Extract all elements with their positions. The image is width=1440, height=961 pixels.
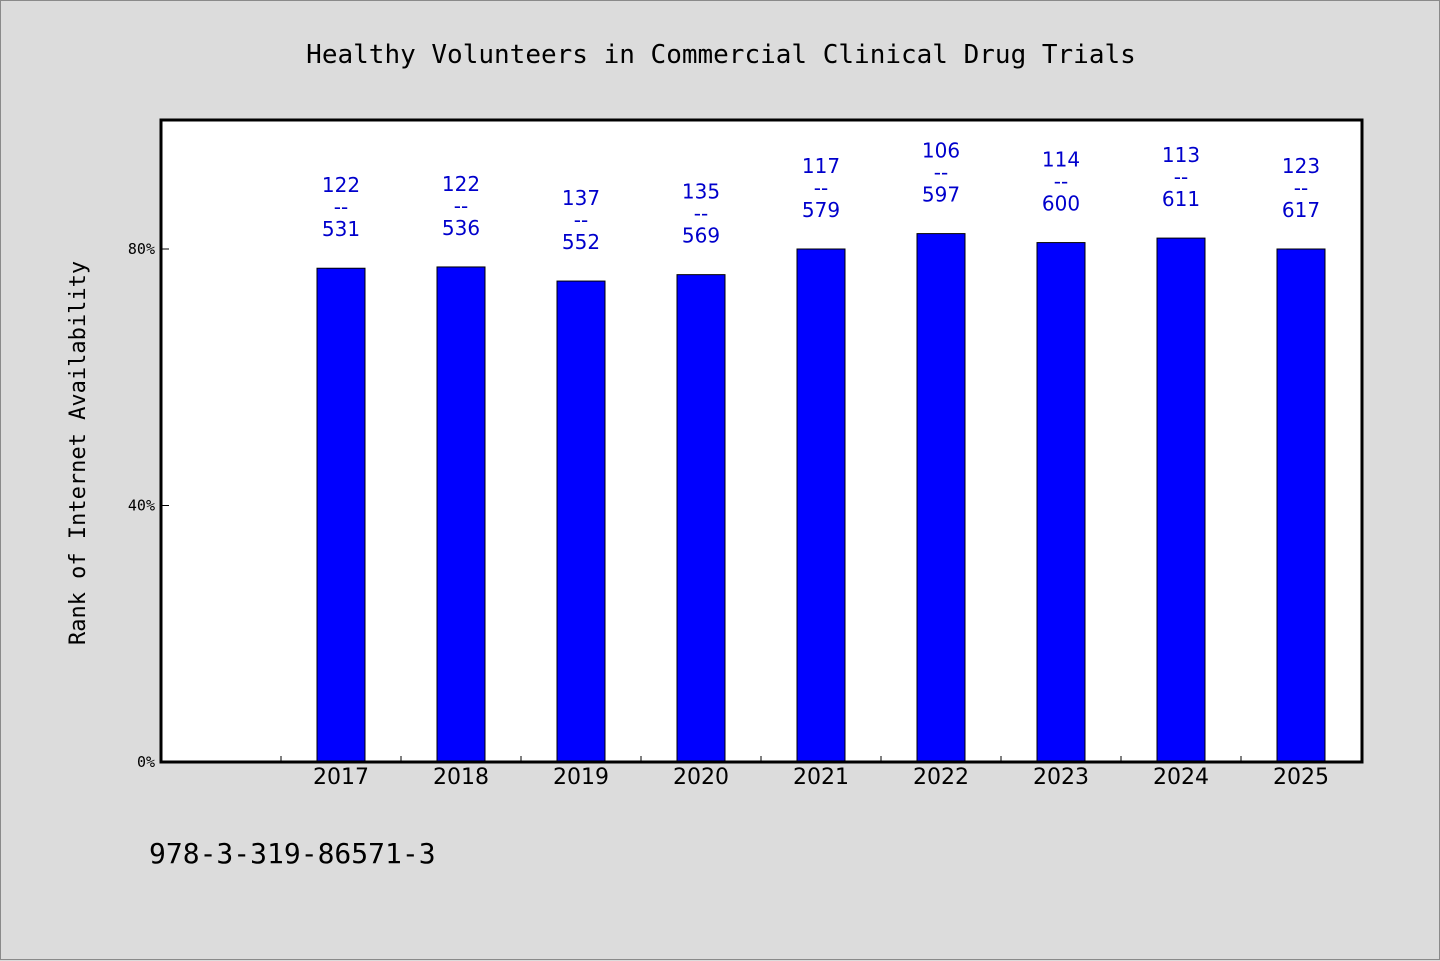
data-label-2017-line2: -- [334,195,348,219]
data-label-2021-line1: 117 [802,154,840,178]
isbn-footer: 978-3-319-86571-3 [149,837,436,870]
data-label-2023-line3: 600 [1042,192,1080,216]
data-label-2020-line1: 135 [682,180,720,204]
data-label-2025-line3: 617 [1282,198,1320,222]
plot-border [159,118,1364,764]
y-tick-label-40: 40% [128,497,155,515]
data-label-2024-line1: 113 [1162,143,1200,167]
x-tick-label-2023: 2023 [1033,765,1089,790]
data-label-2024-line2: -- [1174,165,1188,189]
x-tick-label-2025: 2025 [1273,765,1329,790]
data-label-2025-line1: 123 [1282,154,1320,178]
bar-2019 [556,280,606,763]
x-tick-label-2021: 2021 [793,765,849,790]
data-label-2020-line3: 569 [682,224,720,248]
bar-2025 [1276,248,1326,763]
data-label-2020-line2: -- [694,202,708,226]
bar-2024 [1156,237,1206,763]
data-label-2019-line1: 137 [562,186,600,210]
x-tick-label-2022: 2022 [913,765,969,790]
x-tick-label-2019: 2019 [553,765,609,790]
data-label-2018-line3: 536 [442,216,480,240]
axes-layer: 2017 2018 2019 2020 2021 2022 2023 2024 2025 0% 40… [128,240,1362,790]
bar-2020 [676,274,726,763]
y-tick-label-0: 0% [137,753,155,771]
bar-2021 [796,248,846,763]
data-label-2025-line2: -- [1294,176,1308,200]
data-label-2019-line3: 552 [562,230,600,254]
x-tick-label-2024: 2024 [1153,765,1209,790]
chart-title: Healthy Volunteers in Commercial Clinica… [306,40,1136,70]
data-label-2023-line1: 114 [1042,148,1080,172]
data-label-2018-line1: 122 [442,172,480,196]
data-label-2023-line2: -- [1054,170,1068,194]
bar-2022 [916,233,966,763]
data-label-2021-line2: -- [814,176,828,200]
data-label-2019-line2: -- [574,208,588,232]
x-tick-label-2018: 2018 [433,765,489,790]
data-label-2017-line3: 531 [322,217,360,241]
data-label-2024-line3: 611 [1162,187,1200,211]
y-tick-label-80: 80% [128,240,155,258]
data-label-2018-line2: -- [454,194,468,218]
data-label-2022-line3: 597 [922,183,960,207]
data-label-2022-line2: -- [934,161,948,185]
x-tick-label-2020: 2020 [673,765,729,790]
x-tick-label-2017: 2017 [313,765,369,790]
bar-2017 [316,267,366,763]
data-label-2022-line1: 106 [922,139,960,163]
bars-layer [316,233,1326,763]
bar-2023 [1036,242,1086,763]
data-label-2021-line3: 579 [802,198,840,222]
bar-2018 [436,266,486,763]
data-labels-layer: 122--531122--536137--552135--569117--579… [322,139,1320,254]
data-label-2017-line1: 122 [322,173,360,197]
y-axis-label: Rank of Internet Availability [66,261,91,645]
